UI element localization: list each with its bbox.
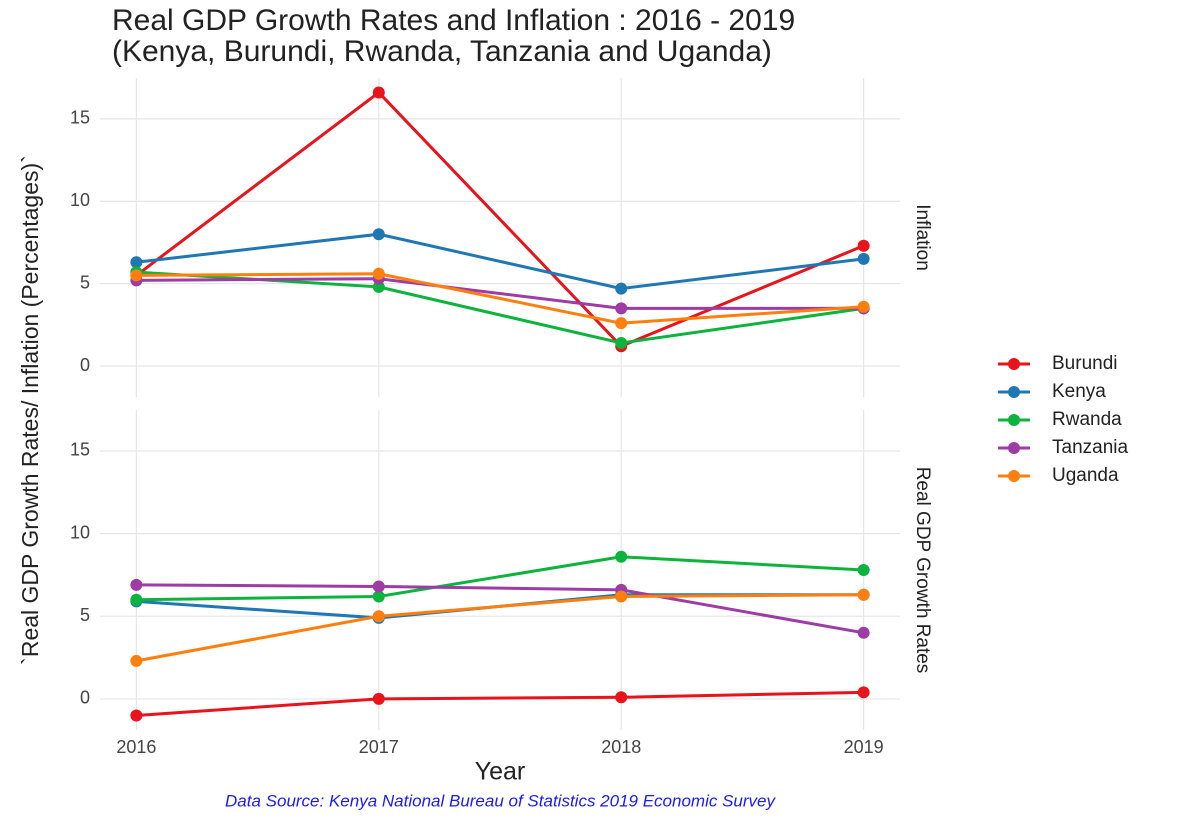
data-point [372,280,385,293]
legend-marker [1008,442,1020,454]
x-axis-label: Year [475,758,526,786]
data-point [615,317,628,330]
legend-label: Tanzania [1052,437,1128,458]
data-point [615,691,628,704]
series-line [136,583,864,635]
data-point [615,550,628,563]
x-tick-label: 2018 [601,737,641,757]
data-point [130,709,143,722]
data-point [372,580,385,593]
data-point [372,267,385,280]
y-tick-label: 10 [70,522,90,542]
legend-marker [1008,470,1020,482]
y-tick-label: 10 [70,190,90,210]
x-tick-label: 2019 [844,737,884,757]
data-point [857,252,870,265]
series-line [136,593,864,663]
data-point [372,228,385,241]
y-tick-label: 5 [80,272,90,292]
y-tick-label: 0 [80,355,90,375]
caption: Data Source: Kenya National Bureau of St… [225,791,776,810]
data-point [857,564,870,576]
data-point [372,610,385,623]
x-tick-label: 2017 [359,737,399,757]
data-point [857,626,870,639]
series-line [135,90,865,349]
series-line [136,690,864,717]
series-line [136,272,864,325]
data-point [372,86,385,99]
facet-label: Real GDP Growth Rates [912,467,933,674]
data-point [857,588,870,601]
data-point [857,239,870,252]
legend-label: Rwanda [1052,409,1122,430]
legend-label: Burundi [1052,353,1118,374]
data-point [130,578,143,591]
chart-title: (Kenya, Burundi, Rwanda, Tanzania and Ug… [112,35,772,68]
y-axis-label: `Real GDP Growth Rates/ Inflation (Perce… [17,155,43,665]
data-point [615,336,628,349]
series-line [136,555,864,602]
y-tick-label: 5 [80,605,90,625]
data-point [372,590,385,603]
y-tick-label: 15 [70,440,90,460]
data-point [857,686,870,699]
legend-marker [1008,414,1020,426]
legend-marker [1008,358,1020,370]
x-tick-label: 2016 [116,737,156,757]
series-line [136,232,864,291]
y-tick-label: 15 [70,108,90,128]
data-point [857,300,870,313]
data-point [615,590,628,603]
data-point [615,302,628,315]
data-point [130,269,143,282]
data-point [372,692,385,705]
series-line [136,277,864,310]
data-point [130,593,143,606]
legend-label: Uganda [1052,465,1119,486]
facet-label: Inflation [912,204,933,271]
data-point [130,256,143,269]
data-point [615,282,628,295]
legend-label: Kenya [1052,381,1106,402]
legend-marker [1008,386,1020,398]
chart-title: Real GDP Growth Rates and Inflation : 20… [112,4,795,37]
data-point [130,654,143,667]
y-tick-label: 0 [80,688,90,708]
